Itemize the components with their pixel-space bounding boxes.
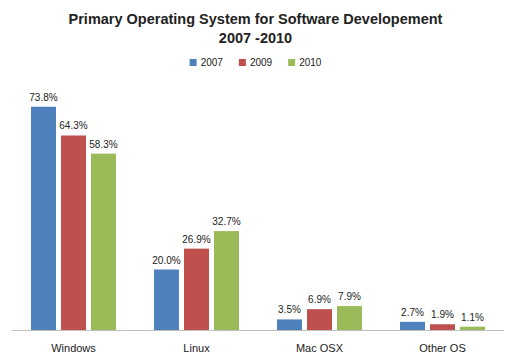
data-label: 26.9% bbox=[182, 234, 210, 245]
data-label: 64.3% bbox=[59, 120, 87, 131]
bar bbox=[154, 270, 179, 331]
chart: Primary Operating System for Software De… bbox=[0, 0, 511, 363]
legend-label: 2010 bbox=[299, 57, 322, 68]
legend-item: 2009 bbox=[239, 57, 273, 68]
subtitle: 2007 -2010 bbox=[219, 30, 292, 46]
data-label: 6.9% bbox=[308, 294, 331, 305]
data-label: 2.7% bbox=[401, 307, 424, 318]
x-tick-label: Other OS bbox=[419, 342, 465, 354]
data-label: 3.5% bbox=[278, 304, 301, 315]
x-tick-label: Windows bbox=[51, 342, 96, 354]
bar bbox=[184, 249, 209, 330]
bar bbox=[430, 324, 455, 330]
legend-label: 2007 bbox=[201, 57, 224, 68]
bar bbox=[61, 135, 86, 330]
bar bbox=[337, 306, 362, 330]
legend-swatch bbox=[288, 59, 295, 66]
x-tick-label: Mac OSX bbox=[296, 342, 344, 354]
x-axis-line bbox=[12, 330, 504, 331]
legend-item: 2010 bbox=[288, 57, 322, 68]
legend-item: 2007 bbox=[190, 57, 224, 68]
bar bbox=[31, 107, 56, 330]
data-label: 58.3% bbox=[89, 139, 117, 150]
bar bbox=[214, 231, 239, 330]
bar bbox=[400, 322, 425, 330]
bars bbox=[31, 107, 485, 330]
bar bbox=[91, 154, 116, 330]
legend-swatch bbox=[190, 59, 197, 66]
legend-swatch bbox=[239, 59, 246, 66]
x-tick-label: Linux bbox=[183, 342, 210, 354]
legend-label: 2009 bbox=[250, 57, 273, 68]
legend: 2007 2009 2010 bbox=[190, 57, 322, 68]
title: Primary Operating System for Software De… bbox=[69, 11, 443, 27]
bar bbox=[307, 309, 332, 330]
data-label: 73.8% bbox=[29, 92, 57, 103]
bar bbox=[460, 327, 485, 330]
data-label: 1.1% bbox=[461, 312, 484, 323]
data-label: 32.7% bbox=[212, 216, 240, 227]
data-labels: 73.8% 20.0% 3.5% 2.7% 64.3% 26.9% 6.9% 1.9% 58.3… bbox=[29, 92, 484, 323]
data-label: 7.9% bbox=[338, 291, 361, 302]
data-label: 1.9% bbox=[431, 309, 454, 320]
data-label: 20.0% bbox=[152, 255, 180, 266]
bar bbox=[277, 319, 302, 330]
